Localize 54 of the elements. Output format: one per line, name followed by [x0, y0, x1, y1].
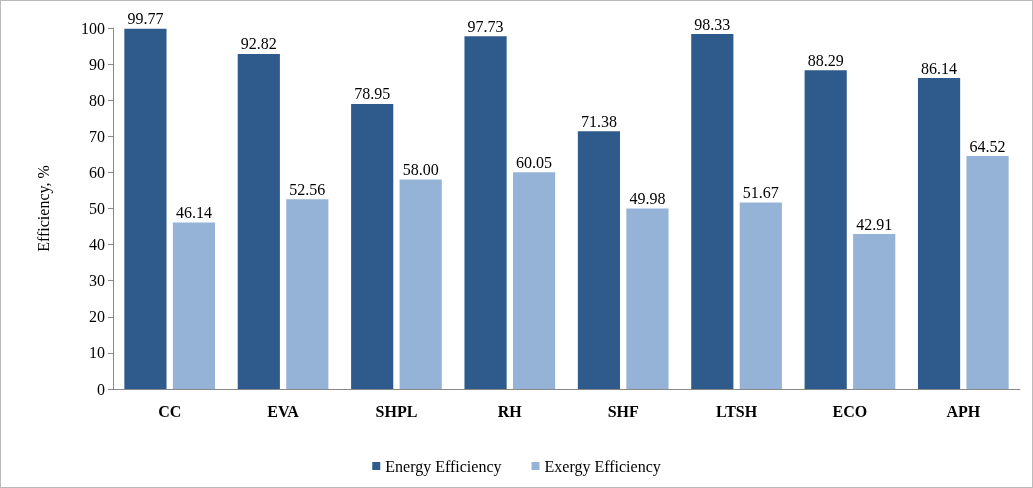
data-label: 88.29: [807, 51, 844, 69]
bar: [917, 78, 961, 389]
x-tick-label: RH: [497, 402, 523, 420]
bar: [853, 234, 896, 389]
x-tick-label: ECO: [832, 402, 868, 420]
bar: [124, 28, 167, 389]
data-label: 71.38: [580, 112, 617, 130]
data-label: 92.82: [240, 35, 277, 53]
data-label: 97.73: [467, 17, 504, 35]
bar: [739, 202, 782, 389]
bar: [237, 53, 280, 389]
x-tick-label: LTSH: [715, 402, 758, 420]
bar: [626, 208, 669, 389]
data-label: 86.14: [921, 59, 958, 77]
data-label: 60.05: [516, 153, 553, 171]
bar: [286, 199, 329, 389]
data-label: 52.56: [289, 180, 326, 198]
data-label: 42.91: [856, 215, 893, 233]
y-tick-label: 60: [89, 163, 105, 181]
y-tick-label: 70: [89, 127, 105, 145]
data-label: 49.98: [629, 190, 666, 208]
data-label: 98.33: [694, 15, 731, 33]
data-label: 99.77: [127, 10, 164, 28]
legend-label: Energy Efficiency: [385, 457, 502, 476]
x-tick-label: SHPL: [375, 402, 418, 420]
y-tick-label: 80: [89, 91, 105, 109]
legend-label: Exergy Efficiency: [544, 457, 661, 476]
y-tick-label: 20: [89, 308, 105, 326]
bar: [966, 156, 1009, 389]
x-tick-label: CC: [158, 402, 182, 420]
y-tick-label: 90: [89, 55, 105, 73]
data-label: 46.14: [175, 203, 212, 221]
bar: [399, 179, 442, 389]
y-tick-label: 10: [89, 344, 105, 362]
y-tick-label: 30: [89, 272, 105, 290]
bar: [172, 222, 216, 389]
x-tick-label: SHF: [607, 402, 639, 420]
bar: [691, 34, 734, 389]
data-label: 64.52: [969, 137, 1006, 155]
y-tick-label: 100: [81, 19, 105, 37]
bar: [464, 36, 507, 389]
bar: [577, 131, 621, 389]
y-axis-title: Efficiency, %: [34, 165, 53, 252]
data-label: 51.67: [742, 183, 779, 201]
bar: [512, 172, 556, 389]
y-tick-label: 40: [89, 236, 105, 254]
x-tick-label: APH: [946, 402, 981, 420]
bar: [804, 70, 847, 389]
data-label: 78.95: [354, 85, 391, 103]
data-label: 58.00: [402, 161, 439, 179]
bar: [351, 103, 394, 389]
y-tick-label: 0: [97, 380, 105, 398]
y-tick-label: 50: [89, 200, 105, 217]
x-tick-label: EVA: [267, 402, 300, 420]
